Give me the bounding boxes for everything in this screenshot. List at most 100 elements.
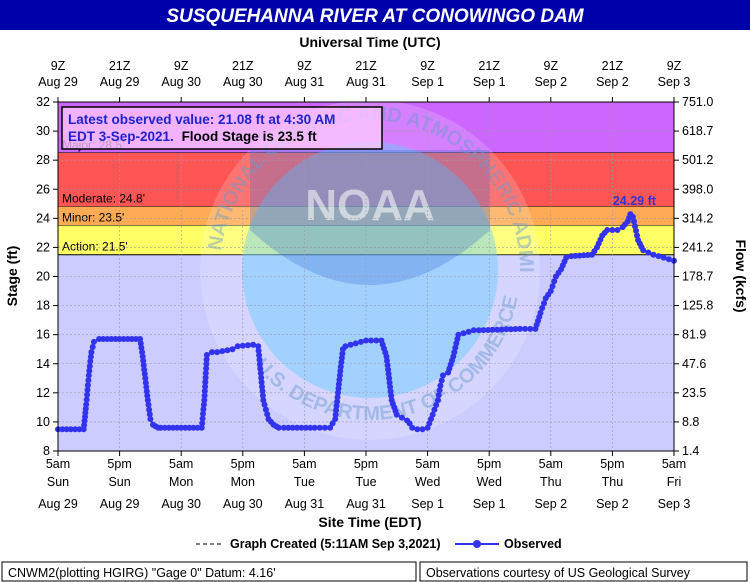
observed-point xyxy=(632,223,638,230)
observed-point xyxy=(650,251,657,258)
observed-point xyxy=(470,327,477,334)
observed-point xyxy=(387,384,394,390)
band-label-action: Action: 21.5' xyxy=(62,240,128,254)
observed-point xyxy=(256,352,263,359)
observed-point xyxy=(393,411,400,418)
observed-point xyxy=(165,424,172,431)
observed-point xyxy=(128,336,135,342)
observed-point xyxy=(214,349,221,356)
observed-point xyxy=(85,377,92,384)
x-tick-date: Sep 2 xyxy=(534,497,567,511)
observed-point xyxy=(203,361,210,367)
top-tick-date: Aug 30 xyxy=(161,75,201,89)
observed-point xyxy=(203,356,210,363)
top-tick-date: Sep 1 xyxy=(411,75,444,89)
observed-point xyxy=(144,397,151,404)
observed-point xyxy=(239,342,246,349)
observed-point xyxy=(83,396,90,403)
observed-point xyxy=(436,387,443,394)
observed-point xyxy=(384,357,390,364)
watermark-noaa: NOAA xyxy=(305,181,435,230)
top-axis-ticks: 9Z Aug 29 21Z Aug 29 9Z Aug 30 21Z Aug 30 9Z Aug … xyxy=(38,59,690,102)
observed-point xyxy=(120,336,127,342)
observed-point xyxy=(551,278,558,285)
observed-point xyxy=(199,420,206,427)
observed-point xyxy=(72,426,79,433)
observed-point xyxy=(414,426,421,433)
observed-point xyxy=(63,426,70,433)
observed-point xyxy=(186,424,193,431)
y-tick-label: 20 xyxy=(36,270,50,284)
observed-point xyxy=(475,327,482,334)
observed-point xyxy=(604,227,611,233)
watermark-inner xyxy=(242,142,498,398)
observed-point xyxy=(202,383,209,390)
y-axis-title: Stage (ft) xyxy=(4,246,20,307)
observed-point xyxy=(307,424,314,431)
observed-point xyxy=(178,424,185,431)
peak-label: 24.29 ft xyxy=(613,194,657,208)
observed-point xyxy=(507,326,514,333)
x-tick-day: Mon xyxy=(231,475,255,489)
watermark-bird xyxy=(250,150,490,285)
y2-tick-label: 618.7 xyxy=(682,124,713,138)
observed-point xyxy=(203,352,210,358)
top-tick-zulu: 9Z xyxy=(51,59,66,73)
observed-point xyxy=(161,424,168,431)
x-tick-day: Fri xyxy=(667,475,682,489)
observed-point xyxy=(429,411,436,418)
observed-point xyxy=(435,392,442,399)
observed-point xyxy=(655,253,662,260)
observed-point xyxy=(202,370,209,377)
observed-point xyxy=(202,379,209,386)
top-tick-date: Aug 29 xyxy=(100,75,140,89)
observed-point xyxy=(337,363,344,370)
x-axis-ticks: 5am Sun Aug 29 5pm Sun Aug 29 5am Mon Aug 30 5pm M… xyxy=(38,451,690,511)
top-tick-zulu: 9Z xyxy=(544,59,559,73)
observed-point xyxy=(202,374,209,381)
observed-point xyxy=(201,392,208,399)
x-tick-date: Aug 29 xyxy=(100,497,140,511)
observed-point xyxy=(234,343,241,350)
y-tick-label: 22 xyxy=(36,240,50,254)
observed-point xyxy=(258,374,265,381)
observed-point xyxy=(298,424,305,431)
observed-point xyxy=(609,227,616,233)
observed-point xyxy=(316,424,323,431)
y-tick-label: 16 xyxy=(36,328,50,342)
y2-tick-label: 8.8 xyxy=(682,415,699,429)
observed-point xyxy=(334,394,341,401)
top-tick-date: Aug 31 xyxy=(346,75,386,89)
observed-point xyxy=(194,424,201,431)
x-tick-day: Mon xyxy=(169,475,193,489)
observed-point xyxy=(419,426,426,433)
y2-tick-label: 241.2 xyxy=(682,240,713,254)
observed-point xyxy=(614,227,621,233)
observed-point xyxy=(140,357,147,364)
top-tick-zulu: 21Z xyxy=(355,59,377,73)
observed-point xyxy=(142,375,149,382)
y-axis-ticks: 8 10 12 14 16 18 20 22 24 26 28 30 32 xyxy=(36,95,58,458)
observed-point xyxy=(465,328,472,335)
observed-point xyxy=(434,397,441,404)
top-tick-zulu: 21Z xyxy=(602,59,624,73)
legend-graph-created: Graph Created (5:11AM Sep 3,2021) xyxy=(230,537,441,551)
x-tick-date: Aug 31 xyxy=(346,497,386,511)
title-bar xyxy=(0,0,750,30)
observed-point xyxy=(140,362,147,369)
observed-point xyxy=(201,397,208,404)
observed-point xyxy=(485,327,492,333)
observed-point xyxy=(157,424,164,431)
y-tick-label: 32 xyxy=(36,95,50,109)
top-tick-zulu: 21Z xyxy=(478,59,500,73)
observed-point xyxy=(368,337,375,344)
observed-point xyxy=(90,338,97,345)
observed-point xyxy=(335,381,342,388)
x-tick-date: Aug 29 xyxy=(38,497,78,511)
x-tick-date: Sep 2 xyxy=(596,497,629,511)
observed-point xyxy=(342,343,349,350)
observed-point xyxy=(433,402,440,408)
observed-point xyxy=(255,343,262,350)
observed-point xyxy=(229,346,236,353)
top-tick-date: Sep 1 xyxy=(473,75,506,89)
